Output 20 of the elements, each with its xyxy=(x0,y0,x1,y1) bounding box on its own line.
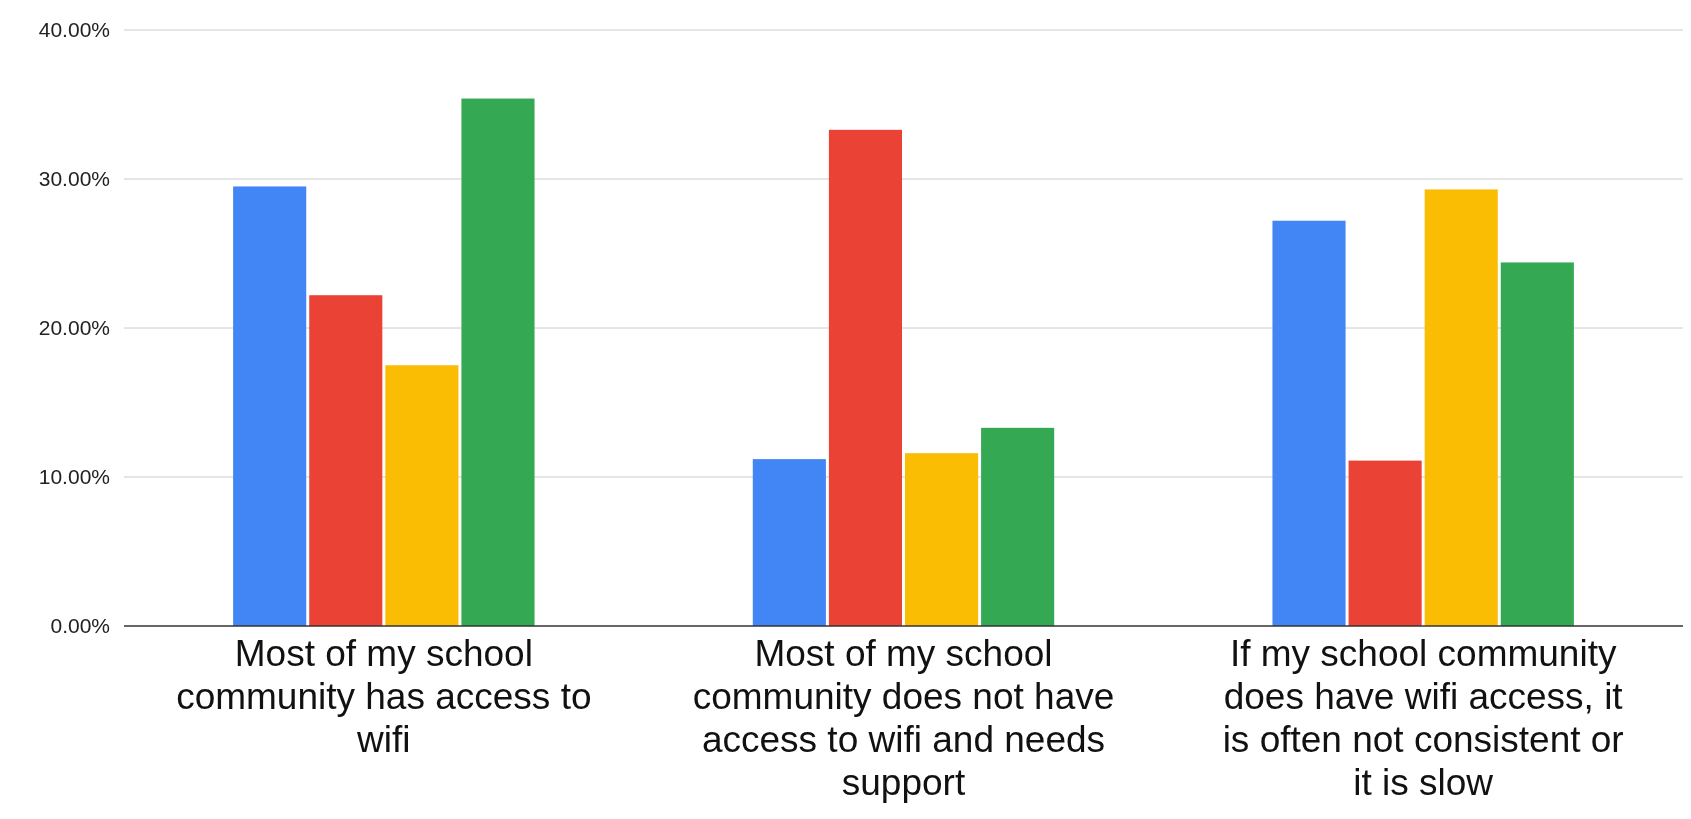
y-tick-label: 40.00% xyxy=(38,18,110,42)
bar xyxy=(981,427,1055,626)
bar xyxy=(1348,460,1422,626)
bar xyxy=(1424,189,1498,626)
x-tick-label: Most of my school community does not have access to wifi and needs support xyxy=(692,633,1115,803)
x-tick-label: Most of my school community has access to wifi xyxy=(176,633,592,760)
bar xyxy=(1272,220,1346,626)
bar xyxy=(1500,262,1574,626)
y-tick-label: 20.00% xyxy=(38,316,110,340)
bar xyxy=(828,129,902,626)
x-tick-label: If my school community does have wifi access, it is often not consistent or it is slow xyxy=(1222,633,1624,803)
y-tick-label: 30.00% xyxy=(38,167,110,191)
y-tick-label: 0.00% xyxy=(50,614,110,638)
bar xyxy=(752,459,826,626)
bar xyxy=(461,98,535,626)
bar xyxy=(309,295,383,626)
y-tick-label: 10.00% xyxy=(38,465,110,489)
bar xyxy=(385,365,459,626)
bar xyxy=(905,453,979,626)
bar xyxy=(233,186,307,626)
